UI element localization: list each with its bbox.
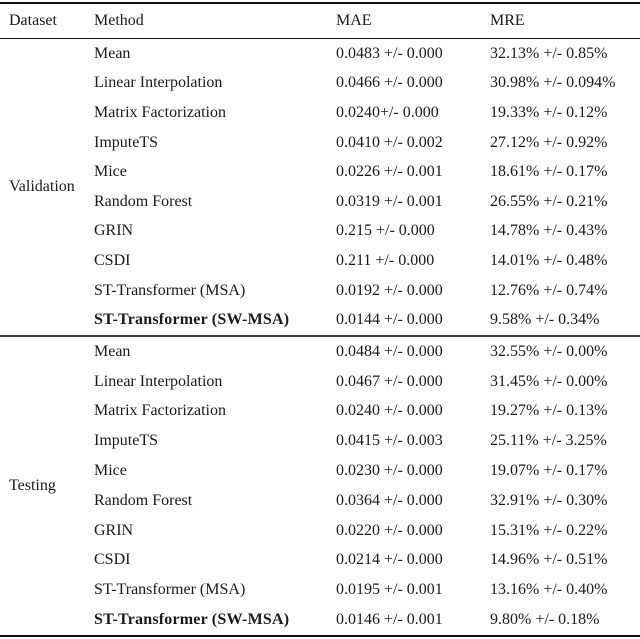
table-row: Matrix Factorization 0.0240+/- 0.000 19.… (94, 98, 640, 128)
table-header-row: Dataset Method MAE MRE (0, 4, 640, 38)
mae-cell: 0.0410 +/- 0.002 (336, 133, 443, 151)
method-cell: Random Forest (94, 491, 193, 509)
top-rule (0, 2, 640, 4)
method-cell: Matrix Factorization (94, 402, 226, 420)
testing-section: Testing Mean 0.0484 +/- 0.000 32.55% +/-… (0, 337, 640, 635)
mre-cell: 32.91% +/- 0.30% (490, 491, 608, 509)
mae-cell: 0.0230 +/- 0.000 (336, 462, 443, 480)
mre-cell: 18.61% +/- 0.17% (490, 163, 608, 181)
mre-cell: 13.16% +/- 0.40% (490, 581, 608, 599)
table-row: ST-Transformer (MSA) 0.0195 +/- 0.001 13… (94, 575, 640, 605)
header-rule (0, 38, 640, 39)
mae-cell: 0.0192 +/- 0.000 (336, 281, 443, 299)
mae-cell: 0.211 +/- 0.000 (336, 251, 435, 269)
table-row: ImputeTS 0.0410 +/- 0.002 27.12% +/- 0.9… (94, 128, 640, 158)
validation-section: Validation Mean 0.0483 +/- 0.000 32.13% … (0, 39, 640, 335)
method-cell: ST-Transformer (SW-MSA) (94, 611, 290, 629)
mae-cell: 0.0146 +/- 0.001 (336, 611, 443, 629)
method-cell: GRIN (94, 222, 134, 240)
table-row: Mean 0.0483 +/- 0.000 32.13% +/- 0.85% (94, 39, 640, 69)
table-row: GRIN 0.0220 +/- 0.000 15.31% +/- 0.22% (94, 516, 640, 546)
mre-cell: 14.01% +/- 0.48% (490, 251, 608, 269)
table-row: Matrix Factorization 0.0240 +/- 0.000 19… (94, 397, 640, 427)
method-cell: Mean (94, 342, 131, 360)
method-cell: Random Forest (94, 192, 193, 210)
mae-cell: 0.0195 +/- 0.001 (336, 581, 443, 599)
table-row: GRIN 0.215 +/- 0.000 14.78% +/- 0.43% (94, 217, 640, 247)
mre-cell: 30.98% +/- 0.094% (490, 74, 616, 92)
mae-cell: 0.0214 +/- 0.000 (336, 551, 443, 569)
method-cell: Mice (94, 163, 127, 181)
mre-cell: 19.33% +/- 0.12% (490, 103, 608, 121)
testing-rows: Mean 0.0484 +/- 0.000 32.55% +/- 0.00% L… (94, 337, 640, 635)
mae-cell: 0.0483 +/- 0.000 (336, 44, 443, 62)
bottom-rule (0, 635, 640, 637)
mae-cell: 0.0240 +/- 0.000 (336, 402, 443, 420)
method-cell: GRIN (94, 521, 134, 539)
mae-cell: 0.0240+/- 0.000 (336, 103, 439, 121)
table-row: Linear Interpolation 0.0467 +/- 0.000 31… (94, 367, 640, 397)
method-cell: ST-Transformer (MSA) (94, 581, 246, 599)
method-cell: ImputeTS (94, 133, 158, 151)
method-cell: Linear Interpolation (94, 372, 223, 390)
method-cell: CSDI (94, 251, 131, 269)
table-row: Mean 0.0484 +/- 0.000 32.55% +/- 0.00% (94, 337, 640, 367)
mre-cell: 9.80% +/- 0.18% (490, 611, 600, 629)
method-cell: Matrix Factorization (94, 103, 226, 121)
mre-cell: 25.11% +/- 3.25% (490, 432, 607, 450)
table-row: Random Forest 0.0364 +/- 0.000 32.91% +/… (94, 486, 640, 516)
table-row-best: ST-Transformer (SW-MSA) 0.0146 +/- 0.001… (94, 605, 640, 635)
method-cell: ST-Transformer (MSA) (94, 281, 246, 299)
table-row-best: ST-Transformer (SW-MSA) 0.0144 +/- 0.000… (94, 305, 640, 335)
mae-cell: 0.0467 +/- 0.000 (336, 372, 443, 390)
mre-cell: 12.76% +/- 0.74% (490, 281, 608, 299)
mre-cell: 32.13% +/- 0.85% (490, 44, 608, 62)
mre-cell: 19.07% +/- 0.17% (490, 462, 608, 480)
method-cell: Linear Interpolation (94, 74, 223, 92)
mre-cell: 19.27% +/- 0.13% (490, 402, 608, 420)
mre-cell: 14.96% +/- 0.51% (490, 551, 608, 569)
column-header-dataset: Dataset (9, 12, 57, 29)
mre-cell: 15.31% +/- 0.22% (490, 521, 608, 539)
mae-cell: 0.0144 +/- 0.000 (336, 311, 443, 329)
mae-cell: 0.215 +/- 0.000 (336, 222, 435, 240)
column-header-mae: MAE (336, 12, 372, 29)
mre-cell: 9.58% +/- 0.34% (490, 311, 600, 329)
mre-cell: 27.12% +/- 0.92% (490, 133, 608, 151)
table-row: ST-Transformer (MSA) 0.0192 +/- 0.000 12… (94, 276, 640, 306)
method-cell: ST-Transformer (SW-MSA) (94, 311, 290, 329)
table-row: Mice 0.0230 +/- 0.000 19.07% +/- 0.17% (94, 456, 640, 486)
mre-cell: 26.55% +/- 0.21% (490, 192, 608, 210)
mae-cell: 0.0226 +/- 0.001 (336, 163, 443, 181)
mre-cell: 31.45% +/- 0.00% (490, 372, 608, 390)
method-cell: CSDI (94, 551, 131, 569)
section-label-testing: Testing (9, 477, 56, 494)
mae-cell: 0.0319 +/- 0.001 (336, 192, 443, 210)
mre-cell: 14.78% +/- 0.43% (490, 222, 608, 240)
table-row: ImputeTS 0.0415 +/- 0.003 25.11% +/- 3.2… (94, 426, 640, 456)
column-header-mre: MRE (490, 12, 525, 29)
mae-cell: 0.0484 +/- 0.000 (336, 342, 443, 360)
table-row: Mice 0.0226 +/- 0.001 18.61% +/- 0.17% (94, 157, 640, 187)
method-cell: Mice (94, 462, 127, 480)
mre-cell: 32.55% +/- 0.00% (490, 342, 608, 360)
mae-cell: 0.0466 +/- 0.000 (336, 74, 443, 92)
mae-cell: 0.0415 +/- 0.003 (336, 432, 443, 450)
table-row: CSDI 0.211 +/- 0.000 14.01% +/- 0.48% (94, 246, 640, 276)
section-divider-rule (0, 335, 640, 337)
validation-rows: Mean 0.0483 +/- 0.000 32.13% +/- 0.85% L… (94, 39, 640, 335)
table-row: Linear Interpolation 0.0466 +/- 0.000 30… (94, 69, 640, 99)
mae-cell: 0.0220 +/- 0.000 (336, 521, 443, 539)
method-cell: ImputeTS (94, 432, 158, 450)
method-cell: Mean (94, 44, 131, 62)
table-row: CSDI 0.0214 +/- 0.000 14.96% +/- 0.51% (94, 546, 640, 576)
table-row: Random Forest 0.0319 +/- 0.001 26.55% +/… (94, 187, 640, 217)
mae-cell: 0.0364 +/- 0.000 (336, 491, 443, 509)
column-header-method: Method (94, 12, 144, 29)
section-label-validation: Validation (9, 178, 75, 195)
